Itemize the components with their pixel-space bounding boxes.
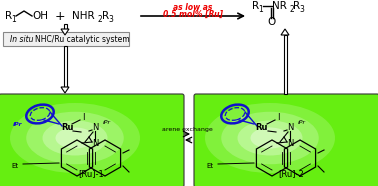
Text: iPr: iPr xyxy=(13,121,23,126)
Text: R: R xyxy=(252,1,259,11)
Text: iPr: iPr xyxy=(298,121,306,126)
Polygon shape xyxy=(61,29,69,35)
Ellipse shape xyxy=(251,127,290,148)
Text: arene exchange: arene exchange xyxy=(162,126,213,132)
Text: N: N xyxy=(92,124,98,132)
Ellipse shape xyxy=(237,121,302,155)
Text: I: I xyxy=(277,113,279,123)
Text: 3: 3 xyxy=(299,6,304,15)
Text: 0.5 mol% [Ru]: 0.5 mol% [Ru] xyxy=(163,9,223,18)
Text: 2: 2 xyxy=(289,6,294,15)
Text: N: N xyxy=(287,140,293,148)
Text: R: R xyxy=(293,1,300,11)
Text: N: N xyxy=(287,124,293,132)
Text: NHC/Ru catalytic system: NHC/Ru catalytic system xyxy=(35,34,130,44)
Text: NHR: NHR xyxy=(72,11,94,21)
Text: [Ru]-1: [Ru]-1 xyxy=(78,169,104,178)
Text: 2: 2 xyxy=(97,15,102,25)
Polygon shape xyxy=(61,87,69,93)
Ellipse shape xyxy=(56,127,94,148)
Polygon shape xyxy=(64,46,67,87)
Text: 1: 1 xyxy=(259,6,263,15)
Text: 3: 3 xyxy=(108,15,113,25)
Text: In situ: In situ xyxy=(10,34,34,44)
Ellipse shape xyxy=(221,112,319,164)
Text: Et: Et xyxy=(206,163,214,169)
Ellipse shape xyxy=(42,121,107,155)
Text: +: + xyxy=(55,9,65,23)
Text: Ru: Ru xyxy=(256,124,268,132)
Polygon shape xyxy=(281,29,289,35)
Text: [Ru]-2: [Ru]-2 xyxy=(278,169,304,178)
Text: Et: Et xyxy=(11,163,19,169)
Text: O: O xyxy=(267,17,276,27)
Ellipse shape xyxy=(205,103,335,173)
Text: N: N xyxy=(92,140,98,148)
Text: R: R xyxy=(5,11,12,21)
Ellipse shape xyxy=(10,103,140,173)
Text: Ru: Ru xyxy=(61,124,73,132)
Text: I: I xyxy=(82,113,84,123)
Text: as low as: as low as xyxy=(173,2,213,12)
FancyBboxPatch shape xyxy=(194,94,378,186)
Ellipse shape xyxy=(26,112,124,164)
Text: iPr: iPr xyxy=(103,121,111,126)
Text: R: R xyxy=(102,11,109,21)
FancyBboxPatch shape xyxy=(3,32,129,46)
FancyBboxPatch shape xyxy=(0,94,184,186)
Text: 1: 1 xyxy=(11,15,16,25)
Polygon shape xyxy=(64,24,67,29)
Polygon shape xyxy=(284,35,287,94)
Text: NR: NR xyxy=(272,1,287,11)
Text: OH: OH xyxy=(32,11,48,21)
